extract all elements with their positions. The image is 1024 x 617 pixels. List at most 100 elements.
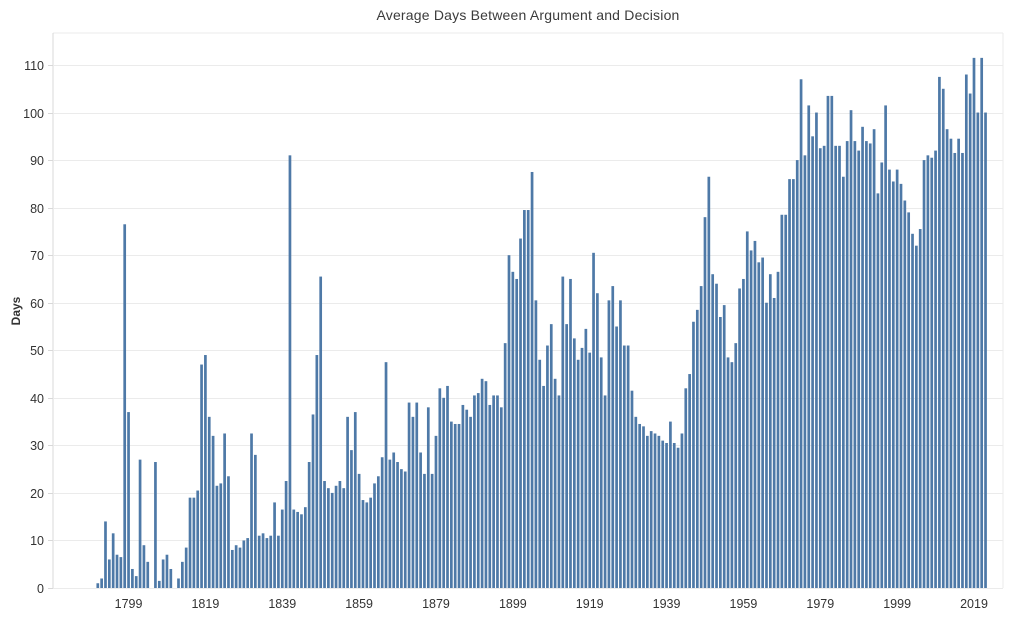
bar-1947[interactable]	[695, 309, 699, 588]
bar-1794[interactable]	[107, 559, 111, 588]
bar-1986[interactable]	[845, 141, 849, 588]
bar-1828[interactable]	[238, 547, 242, 588]
bar-1799[interactable]	[127, 412, 130, 588]
bar-1936[interactable]	[653, 433, 657, 588]
bar-1841[interactable]	[288, 155, 292, 588]
bar-1881[interactable]	[442, 397, 446, 588]
bar-1990[interactable]	[861, 126, 864, 588]
bar-1968[interactable]	[776, 271, 780, 588]
bar-1964[interactable]	[761, 257, 764, 588]
bar-2001[interactable]	[903, 200, 907, 588]
bar-1951[interactable]	[711, 274, 715, 588]
bar-1937[interactable]	[657, 435, 661, 588]
bar-1876[interactable]	[423, 473, 426, 588]
bar-1900[interactable]	[515, 278, 519, 588]
bar-1795[interactable]	[111, 533, 115, 588]
bar-1797[interactable]	[119, 557, 123, 588]
bar-1899[interactable]	[511, 271, 515, 588]
bar-1996[interactable]	[884, 105, 887, 589]
bar-2010[interactable]	[938, 76, 941, 588]
bar-1998[interactable]	[891, 181, 895, 589]
bar-1864[interactable]	[376, 476, 380, 588]
bar-1851[interactable]	[327, 488, 330, 588]
bar-1822[interactable]	[215, 485, 219, 588]
bar-1884[interactable]	[453, 423, 457, 588]
bar-1931[interactable]	[634, 416, 638, 588]
bar-1904[interactable]	[530, 171, 534, 589]
bar-1995[interactable]	[880, 162, 884, 588]
bar-1930[interactable]	[630, 390, 634, 588]
bar-1925[interactable]	[611, 286, 615, 588]
bar-1814[interactable]	[184, 547, 188, 588]
bar-2009[interactable]	[934, 150, 937, 588]
bar-1804[interactable]	[146, 561, 150, 588]
bar-2020[interactable]	[976, 112, 980, 589]
bar-1846[interactable]	[307, 462, 311, 588]
bar-1887[interactable]	[465, 409, 469, 588]
bar-1918[interactable]	[584, 328, 588, 588]
bar-1819[interactable]	[204, 355, 207, 588]
bar-1803[interactable]	[142, 545, 146, 588]
bar-1874[interactable]	[415, 402, 419, 588]
bar-1866[interactable]	[384, 362, 388, 588]
bar-1965[interactable]	[765, 302, 768, 588]
bar-1892[interactable]	[484, 381, 488, 588]
bar-1953[interactable]	[719, 316, 722, 588]
bar-1873[interactable]	[411, 416, 415, 588]
bar-1791[interactable]	[96, 583, 100, 588]
bar-1888[interactable]	[469, 416, 472, 588]
bar-1939[interactable]	[665, 442, 668, 588]
bar-1946[interactable]	[692, 321, 695, 588]
bar-1844[interactable]	[300, 514, 303, 588]
bar-1977[interactable]	[811, 136, 814, 588]
bar-1842[interactable]	[292, 509, 296, 588]
bar-1993[interactable]	[872, 129, 876, 588]
bar-1812[interactable]	[177, 578, 180, 588]
bar-1857[interactable]	[350, 450, 353, 588]
bar-1966[interactable]	[768, 274, 772, 588]
bar-1898[interactable]	[507, 255, 511, 588]
bar-1915[interactable]	[572, 338, 576, 588]
bar-1994[interactable]	[876, 193, 880, 588]
bar-1913[interactable]	[565, 324, 568, 588]
bar-2011[interactable]	[941, 88, 945, 588]
bar-2019[interactable]	[972, 57, 976, 589]
bar-1928[interactable]	[622, 345, 626, 588]
bar-1865[interactable]	[380, 457, 384, 588]
bar-1912[interactable]	[561, 276, 565, 588]
bar-2007[interactable]	[926, 155, 930, 588]
bar-1987[interactable]	[849, 110, 853, 589]
bar-1870[interactable]	[400, 469, 403, 588]
bar-1824[interactable]	[223, 433, 226, 588]
bar-2012[interactable]	[945, 129, 949, 588]
bar-1985[interactable]	[841, 176, 845, 589]
bar-1949[interactable]	[703, 217, 707, 588]
bar-1813[interactable]	[181, 561, 184, 588]
bar-1831[interactable]	[250, 433, 253, 588]
bar-1938[interactable]	[661, 440, 665, 588]
bar-2022[interactable]	[984, 112, 987, 589]
bar-1830[interactable]	[246, 538, 250, 588]
bar-1853[interactable]	[334, 485, 338, 588]
bar-1849[interactable]	[319, 276, 323, 588]
bar-1963[interactable]	[757, 262, 761, 588]
bar-1989[interactable]	[857, 150, 861, 588]
bar-1829[interactable]	[242, 540, 246, 589]
bar-1960[interactable]	[745, 231, 749, 588]
bar-1976[interactable]	[807, 105, 811, 589]
bar-1836[interactable]	[269, 535, 273, 588]
bar-1843[interactable]	[296, 511, 299, 588]
bar-1848[interactable]	[315, 355, 319, 588]
bar-1967[interactable]	[772, 297, 776, 588]
bar-1952[interactable]	[715, 283, 718, 588]
bar-1801[interactable]	[134, 576, 138, 588]
bar-2015[interactable]	[957, 138, 960, 588]
bar-1991[interactable]	[865, 141, 868, 588]
bar-1877[interactable]	[426, 407, 430, 588]
bar-1944[interactable]	[684, 388, 688, 588]
bar-1908[interactable]	[546, 345, 549, 588]
bar-1942[interactable]	[676, 447, 680, 588]
bar-1905[interactable]	[534, 300, 538, 588]
bar-2017[interactable]	[964, 74, 968, 588]
bar-1815[interactable]	[188, 497, 192, 588]
